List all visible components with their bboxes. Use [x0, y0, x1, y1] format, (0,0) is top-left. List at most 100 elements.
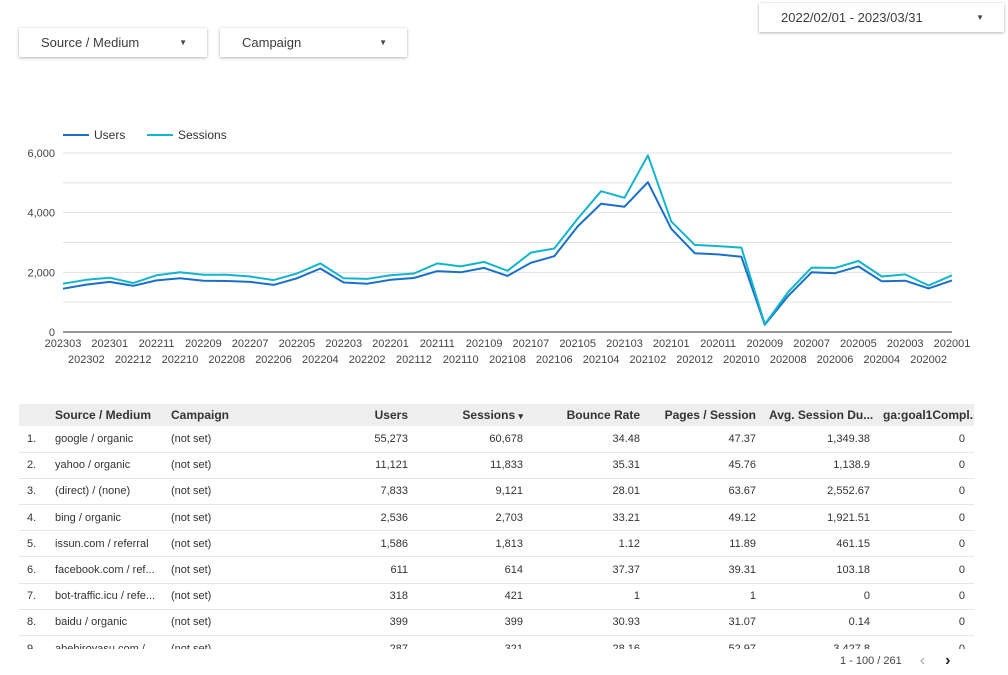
- row-pages-session: 39.31: [728, 564, 756, 577]
- date-range-picker[interactable]: 2022/02/01 - 2023/03/31 ▼: [759, 3, 1004, 32]
- row-index: 1.: [27, 432, 37, 445]
- x-tick-label: 202005: [840, 338, 877, 350]
- row-index: 8.: [27, 616, 37, 629]
- row-goal1: 0: [958, 564, 965, 577]
- row-pages-session: 52.97: [728, 642, 756, 649]
- y-tick-label: 0: [49, 327, 55, 339]
- x-tick-label: 202202: [349, 354, 386, 366]
- x-tick-label: 202210: [162, 354, 199, 366]
- series-line-sessions: [62, 154, 953, 326]
- row-bounce-rate: 28.16: [612, 642, 640, 649]
- row-goal1: 0: [958, 459, 965, 472]
- row-index: 9.: [27, 642, 37, 649]
- row-source-medium: bing / organic: [55, 511, 122, 524]
- row-campaign: (not set): [171, 537, 212, 550]
- table-row[interactable]: 5. issun.com / referral (not set) 1,586 1,81…: [19, 531, 974, 557]
- table-row[interactable]: 8. baidu / organic (not set) 399 399 30.93 31.…: [19, 609, 974, 636]
- row-index: 6.: [27, 564, 37, 577]
- source-medium-dropdown[interactable]: Source / Medium ▼: [19, 28, 207, 57]
- row-users: 611: [390, 564, 408, 577]
- x-tick-label: 202211: [139, 338, 175, 350]
- x-tick-label: 202004: [863, 354, 900, 366]
- y-tick-label: 6,000: [27, 148, 55, 160]
- x-tick-label: 202203: [325, 338, 362, 350]
- row-index: 4.: [27, 511, 37, 524]
- caret-down-icon: ▼: [179, 38, 187, 47]
- x-tick-label: 202003: [887, 338, 924, 350]
- col-sessions[interactable]: Sessions ▾: [417, 404, 532, 426]
- row-source-medium: (direct) / (none): [55, 485, 131, 498]
- x-tick-label: 202102: [630, 354, 667, 366]
- row-avg-duration: 1,921.51: [827, 511, 870, 524]
- row-index: 7.: [27, 590, 37, 603]
- row-goal1: 0: [958, 511, 965, 524]
- x-tick-label: 202107: [513, 338, 550, 350]
- pagination: 1 - 100 / 261 ‹ ›: [840, 651, 980, 671]
- x-tick-label: 202209: [185, 338, 222, 350]
- row-avg-duration: 1,349.38: [827, 432, 870, 445]
- col-users[interactable]: Users: [374, 408, 408, 422]
- row-pages-session: 1: [749, 590, 756, 603]
- x-tick-label: 202007: [793, 338, 830, 350]
- row-goal1: 0: [958, 642, 965, 649]
- col-pages-session[interactable]: Pages / Session: [664, 408, 756, 422]
- x-tick-label: 202206: [255, 354, 292, 366]
- data-table: Source / Medium Campaign Users Sessions …: [19, 404, 974, 649]
- row-sessions: 60,678: [489, 432, 523, 445]
- row-bounce-rate: 34.48: [612, 432, 640, 445]
- row-source-medium: baidu / organic: [55, 616, 128, 629]
- col-source-medium[interactable]: Source / Medium: [55, 408, 152, 422]
- row-source-medium: issun.com / referral: [55, 537, 149, 550]
- row-bounce-rate: 1.12: [618, 537, 640, 550]
- row-source-medium: bot-traffic.icu / refe...: [55, 590, 156, 603]
- x-tick-label: 202106: [536, 354, 573, 366]
- col-bounce-rate[interactable]: Bounce Rate: [566, 408, 640, 422]
- row-users: 1,586: [380, 537, 408, 550]
- x-tick-label: 202103: [606, 338, 643, 350]
- row-bounce-rate: 1: [633, 590, 640, 603]
- table-row[interactable]: 6. facebook.com / ref... (not set) 611 614 37…: [19, 557, 974, 584]
- col-goal1-completions[interactable]: ga:goal1Compl...: [883, 408, 974, 422]
- row-campaign: (not set): [171, 485, 212, 498]
- table-row[interactable]: 3. (direct) / (none) (not set) 7,833 9,121 28…: [19, 478, 974, 505]
- row-avg-duration: 0: [863, 590, 870, 603]
- x-tick-label: 202301: [91, 338, 128, 350]
- table-row[interactable]: 1. google / organic (not set) 55,273 60,678 3…: [19, 426, 974, 453]
- x-tick-label: 202012: [676, 354, 713, 366]
- series-line-users: [62, 181, 953, 326]
- table-row[interactable]: 2. yahoo / organic (not set) 11,121 11,833 35…: [19, 452, 974, 479]
- row-source-medium: facebook.com / ref...: [55, 564, 155, 577]
- x-tick-label: 202104: [583, 354, 620, 366]
- row-source-medium: abehiroyasu.com / ...: [55, 642, 158, 649]
- row-index: 3.: [27, 485, 37, 498]
- row-pages-session: 63.67: [728, 485, 756, 498]
- table-row[interactable]: 9. abehiroyasu.com / ... (not set) 287 321 28…: [19, 636, 974, 649]
- row-bounce-rate: 28.01: [612, 485, 640, 498]
- x-tick-label: 202212: [115, 354, 152, 366]
- row-sessions: 321: [504, 642, 523, 649]
- x-tick-label: 202201: [372, 338, 409, 350]
- row-sessions: 614: [504, 564, 523, 577]
- row-sessions: 421: [504, 590, 523, 603]
- source-medium-dropdown-label: Source / Medium: [41, 35, 140, 50]
- x-tick-label: 202207: [232, 338, 269, 350]
- row-pages-session: 31.07: [728, 616, 756, 629]
- row-users: 11,121: [375, 459, 408, 472]
- y-tick-label: 2,000: [27, 267, 55, 279]
- col-campaign[interactable]: Campaign: [171, 408, 230, 422]
- row-sessions: 1,813: [495, 537, 523, 550]
- x-tick-label: 202009: [746, 338, 783, 350]
- col-avg-session-duration[interactable]: Avg. Session Du...: [769, 408, 874, 422]
- row-users: 7,833: [380, 485, 408, 498]
- row-index: 5.: [27, 537, 37, 550]
- chevron-left-icon[interactable]: ‹: [919, 652, 926, 669]
- table-row[interactable]: 4. bing / organic (not set) 2,536 2,703 33.21…: [19, 505, 974, 531]
- campaign-dropdown[interactable]: Campaign ▼: [220, 28, 407, 57]
- x-tick-label: 202010: [723, 354, 760, 366]
- time-series-chart: 0 2,000 4,000 6,000 202303 202302 202301 202212…: [27, 128, 970, 366]
- row-index: 2.: [27, 459, 37, 472]
- legend-label: Users: [94, 128, 125, 142]
- table-row[interactable]: 7. bot-traffic.icu / refe... (not set) 318 4…: [19, 583, 974, 610]
- chevron-right-icon[interactable]: ›: [945, 652, 951, 669]
- campaign-dropdown-label: Campaign: [242, 35, 302, 50]
